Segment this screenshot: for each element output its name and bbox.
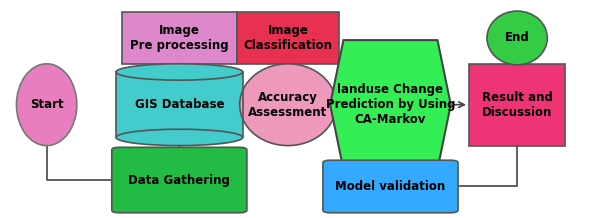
Text: Result and
Discussion: Result and Discussion: [482, 91, 553, 119]
Polygon shape: [330, 40, 451, 169]
Ellipse shape: [239, 64, 336, 146]
Text: Accuracy
Assessment: Accuracy Assessment: [248, 91, 328, 119]
Text: landuse Change
Prediction by Using
CA-Markov: landuse Change Prediction by Using CA-Ma…: [325, 83, 455, 126]
Text: Data Gathering: Data Gathering: [128, 174, 230, 187]
Bar: [237, 12, 339, 64]
Bar: [469, 64, 565, 146]
Ellipse shape: [116, 64, 242, 80]
Text: Image
Pre processing: Image Pre processing: [130, 24, 228, 52]
FancyBboxPatch shape: [323, 160, 458, 213]
Bar: [122, 12, 237, 64]
Text: Model validation: Model validation: [335, 180, 445, 193]
FancyBboxPatch shape: [112, 147, 247, 213]
Bar: [116, 72, 242, 137]
Ellipse shape: [487, 11, 547, 65]
Text: Start: Start: [30, 98, 64, 111]
Ellipse shape: [116, 129, 242, 146]
Text: Image
Classification: Image Classification: [244, 24, 333, 52]
Text: End: End: [505, 31, 530, 44]
Ellipse shape: [16, 64, 77, 146]
Text: GIS Database: GIS Database: [135, 98, 224, 111]
